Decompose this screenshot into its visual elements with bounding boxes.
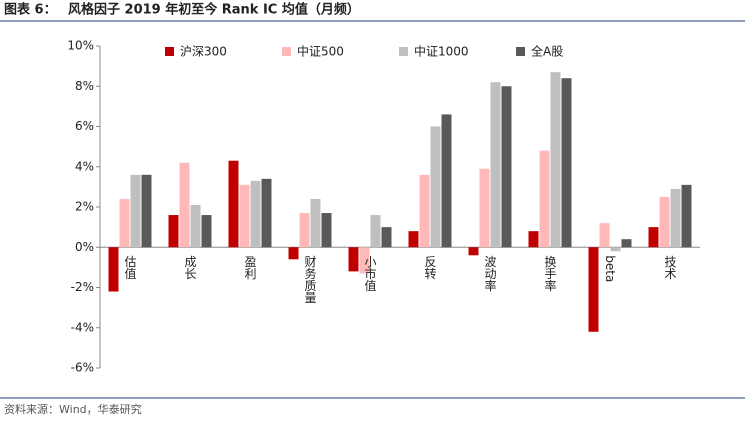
bar: [288, 247, 299, 260]
x-tick-label: 反转: [423, 255, 437, 279]
x-tick-label: 换手率: [543, 255, 557, 291]
bar: [261, 178, 272, 248]
legend-label: 中证500: [297, 44, 344, 59]
x-tick-label: 估值: [123, 255, 137, 280]
y-tick-label: 2%: [75, 200, 94, 214]
x-tick-label: 波动率: [483, 255, 497, 291]
x-tick-label: 财务质量: [303, 255, 317, 303]
legend-swatch: [165, 47, 174, 56]
bar: [310, 198, 321, 248]
bar: [681, 184, 692, 248]
legend-swatch: [516, 47, 525, 56]
bar: [561, 78, 572, 248]
y-tick-label: -2%: [71, 280, 94, 294]
bar: [550, 72, 561, 248]
legend-label: 中证1000: [414, 44, 469, 59]
bar: [141, 174, 152, 248]
x-tick-label: beta: [603, 255, 617, 282]
bar: [528, 231, 539, 248]
x-tick-label: 技术: [663, 255, 677, 279]
bar: [108, 247, 119, 292]
bar: [381, 227, 392, 248]
bar: [190, 204, 201, 248]
bar: [321, 213, 332, 248]
x-tick-label: 小市值: [363, 255, 377, 292]
bar: [168, 215, 179, 248]
bar: [468, 247, 479, 256]
legend-swatch: [282, 47, 291, 56]
bar: [670, 188, 681, 248]
y-tick-label: 10%: [67, 39, 94, 53]
bar: [370, 215, 381, 248]
bar: [408, 231, 419, 248]
y-tick-label: 6%: [75, 119, 94, 133]
bar: [479, 168, 490, 248]
bar: [648, 227, 659, 248]
bar: [130, 174, 141, 248]
bar: [299, 213, 310, 248]
bar: [539, 150, 550, 248]
bar: [621, 239, 632, 248]
legend-label: 沪深300: [180, 45, 227, 59]
bar: [599, 223, 610, 248]
bar: [419, 174, 430, 248]
bar: [348, 247, 359, 272]
x-tick-label: 成长: [183, 255, 197, 279]
bar: [239, 184, 250, 248]
bar: [501, 86, 512, 248]
bar: [119, 198, 130, 248]
x-tick-label: 盈利: [243, 255, 257, 279]
chart-title: 风格因子 2019 年初至今 Rank IC 均值（月频）: [68, 2, 360, 18]
legend-label: 全A股: [531, 44, 563, 59]
bar: [201, 215, 212, 248]
y-tick-label: 8%: [75, 79, 94, 93]
figure-label: 图表 6：: [4, 2, 57, 18]
bar: [228, 160, 239, 248]
bar: [430, 126, 441, 248]
bar: [179, 162, 190, 248]
y-tick-label: 0%: [75, 240, 94, 254]
bar: [659, 196, 670, 248]
y-tick-label: -4%: [71, 320, 94, 334]
bar: [359, 247, 370, 274]
legend-swatch: [399, 47, 408, 56]
source: 资料来源：Wind，华泰研究: [4, 402, 142, 416]
bar: [490, 82, 501, 248]
y-tick-label: -6%: [71, 361, 94, 375]
bar: [610, 247, 621, 252]
y-tick-label: 4%: [75, 159, 94, 173]
bar: [588, 247, 599, 332]
bar: [250, 180, 261, 248]
bar: [441, 114, 452, 248]
